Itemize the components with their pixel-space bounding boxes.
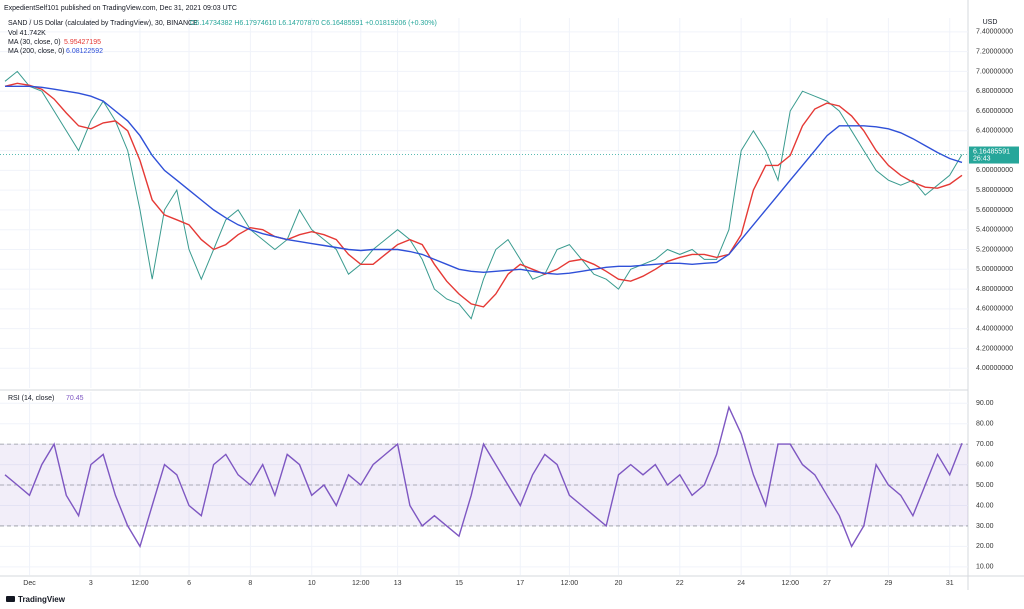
footer-text: TradingView (18, 595, 66, 604)
ma200-name: MA (200, close, 0) (8, 48, 64, 55)
x-tick-label: 24 (737, 580, 745, 587)
x-tick-label: 15 (455, 580, 463, 587)
y-tick-label: 5.40000000 (976, 227, 1013, 234)
series-line (4, 82, 963, 308)
symbol: SAND / US Dollar (calculated by TradingV… (8, 20, 198, 27)
volume: Vol 41.742K (8, 30, 46, 37)
ohlc: O6.14734382 H6.17974610 L6.14707870 C6.1… (190, 20, 437, 27)
y-tick-label: 7.20000000 (976, 48, 1013, 55)
y-tick-label: 6.40000000 (976, 128, 1013, 135)
y-tick-label: 6.60000000 (976, 108, 1013, 115)
y-tick-label: 80.00 (976, 421, 994, 428)
y-tick-label: 4.20000000 (976, 345, 1013, 352)
ma30-name: MA (30, close, 0) (8, 39, 61, 46)
y-tick-label: 4.80000000 (976, 286, 1013, 293)
y-tick-label: 40.00 (976, 502, 994, 509)
y-tick-label: 5.00000000 (976, 266, 1013, 273)
series-line (4, 70, 963, 320)
y-tick-label: 4.40000000 (976, 325, 1013, 332)
y-tick-label: 4.00000000 (976, 365, 1013, 372)
x-tick-label: 29 (884, 580, 892, 587)
y-tick-label: 10.00 (976, 564, 994, 571)
y-tick-label: 50.00 (976, 482, 994, 489)
price-tag (969, 146, 1019, 164)
x-tick-label: 17 (516, 580, 524, 587)
publisher: ExpedientSelf101 published on TradingVie… (4, 5, 237, 12)
y-tick-label: 20.00 (976, 543, 994, 550)
rsi-value: 70.45 (66, 395, 84, 402)
y-tick-label: 4.60000000 (976, 306, 1013, 313)
price-tag-countdown: 26:43 (973, 155, 991, 162)
y-tick-label: 60.00 (976, 461, 994, 468)
x-tick-label: 12:00 (352, 580, 370, 587)
y-tick-label: 5.80000000 (976, 187, 1013, 194)
y-tick-label: 7.00000000 (976, 68, 1013, 75)
y-tick-label: 90.00 (976, 400, 994, 407)
y-tick-label: 70.00 (976, 441, 994, 448)
series-line (5, 85, 963, 275)
series-line (4, 405, 963, 549)
ma200-value: 6.08122592 (66, 48, 103, 55)
x-tick-label: Dec (23, 580, 36, 587)
price-tag-value: 6.16485591 (973, 148, 1010, 155)
y-tick-label: 5.60000000 (976, 207, 1013, 214)
footer: TradingView (6, 595, 66, 604)
y-tick-label: 7.40000000 (976, 29, 1013, 36)
x-tick-label: 22 (676, 580, 684, 587)
rsi-name: RSI (14, close) (8, 395, 54, 402)
x-tick-label: 3 (89, 580, 93, 587)
x-tick-label: 31 (946, 580, 954, 587)
legend: SAND / US Dollar (calculated by TradingV… (8, 20, 437, 402)
x-tick-label: 20 (615, 580, 623, 587)
y-tick-label: 30.00 (976, 523, 994, 530)
x-tick-label: 27 (823, 580, 831, 587)
x-tick-label: 12:00 (131, 580, 149, 587)
logo (6, 596, 15, 602)
x-tick-label: 12:00 (781, 580, 799, 587)
x-tick-label: 6 (187, 580, 191, 587)
x-tick-label: 12:00 (561, 580, 579, 587)
x-tick-label: 8 (248, 580, 252, 587)
x-tick-label: 13 (394, 580, 402, 587)
y-tick-label: 6.00000000 (976, 167, 1013, 174)
y-tick-label: 5.20000000 (976, 246, 1013, 253)
currency: USD (983, 19, 998, 26)
y-tick-label: 6.80000000 (976, 88, 1013, 95)
x-tick-label: 10 (308, 580, 316, 587)
ma30-value: 5.95427195 (64, 39, 101, 46)
